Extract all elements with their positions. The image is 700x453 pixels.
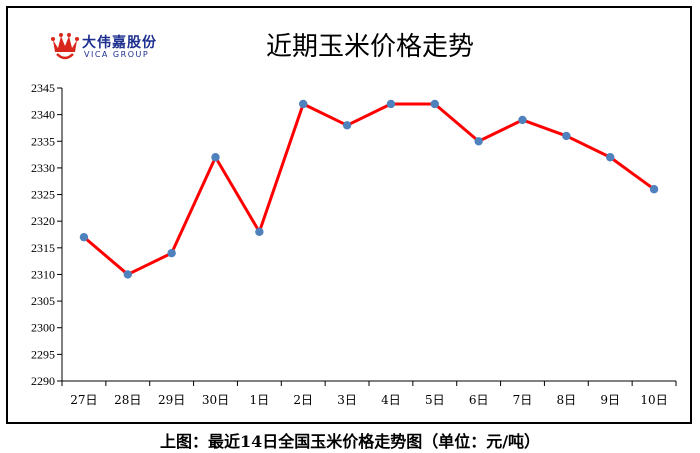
x-tick-label: 27日 <box>70 393 97 407</box>
y-tick-label: 2300 <box>31 321 55 335</box>
y-tick-label: 2335 <box>31 134 55 148</box>
data-point <box>430 99 439 109</box>
data-point <box>606 153 615 162</box>
data-point <box>299 99 308 109</box>
data-point <box>518 115 527 125</box>
x-tick-label: 7日 <box>513 393 533 407</box>
x-tick-label: 30日 <box>202 393 229 407</box>
x-tick-label: 8日 <box>557 393 577 407</box>
y-tick-label: 2325 <box>31 188 55 202</box>
x-tick-label: 4日 <box>381 393 401 407</box>
y-tick-label: 2315 <box>31 241 55 255</box>
chart-title: 近期玉米价格走势 <box>265 32 474 62</box>
x-tick-label: 3日 <box>337 393 357 407</box>
data-point <box>211 153 220 162</box>
x-tick-label: 5日 <box>425 393 445 407</box>
data-point <box>342 121 352 130</box>
data-point <box>255 227 264 237</box>
x-tick-label: 10日 <box>640 393 667 407</box>
data-point <box>123 270 132 279</box>
data-point <box>562 131 571 141</box>
logo-text-en: VICA GROUP <box>84 50 150 59</box>
y-tick-label: 2310 <box>31 267 55 281</box>
data-point <box>167 248 176 258</box>
y-tick-label: 2340 <box>31 108 55 122</box>
y-tick-label: 2320 <box>31 214 55 228</box>
crown-logo-icon <box>51 33 79 60</box>
y-tick-label: 2345 <box>31 81 55 95</box>
y-tick-label: 2295 <box>31 347 55 361</box>
x-tick-label: 2日 <box>293 393 313 407</box>
company-logo: 大伟嘉股份 VICA GROUP <box>50 28 180 64</box>
logo-text-cn: 大伟嘉股份 <box>82 35 157 51</box>
data-point <box>386 99 396 109</box>
y-tick-label: 2330 <box>31 161 55 175</box>
x-tick-label: 28日 <box>114 393 141 407</box>
chart-caption: 上图：最近14日全国玉米价格走势图（单位：元/吨） <box>159 432 541 451</box>
data-point <box>474 137 483 146</box>
chart-frame <box>6 6 692 424</box>
y-tick-label: 2305 <box>31 294 55 308</box>
x-tick-label: 1日 <box>250 393 270 407</box>
price-series-line <box>82 102 656 276</box>
x-tick-label: 6日 <box>469 393 489 407</box>
y-tick-label: 2290 <box>31 374 55 388</box>
x-tick-label: 9日 <box>600 393 620 407</box>
data-point <box>79 232 89 242</box>
data-point <box>649 185 659 194</box>
x-tick-label: 29日 <box>158 393 185 407</box>
